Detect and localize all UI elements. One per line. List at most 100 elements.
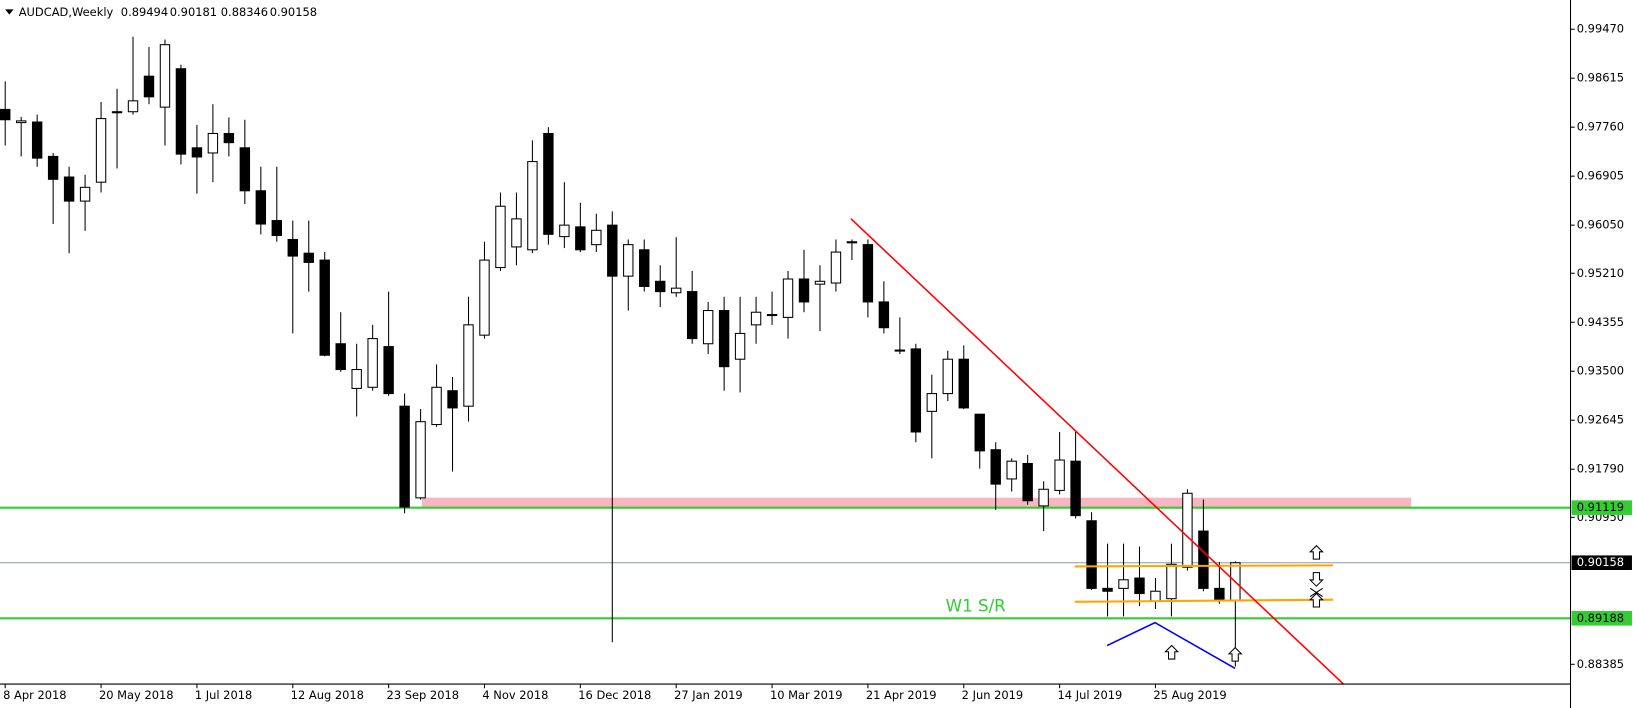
candle-body	[79, 186, 91, 202]
candle-body	[223, 132, 235, 144]
candle-body	[175, 68, 187, 155]
candle-body	[495, 205, 506, 269]
x-tick-label: 8 Apr 2018	[3, 688, 66, 702]
x-tick-label: 21 Apr 2019	[866, 688, 937, 702]
candle-body	[1086, 520, 1097, 589]
candle-body	[1038, 488, 1049, 507]
candle-body	[271, 220, 283, 236]
candle-body	[591, 229, 602, 246]
up-arrow	[1164, 644, 1180, 660]
candle-body	[702, 309, 714, 345]
y-tick-label: 0.96905	[1577, 169, 1624, 183]
candle-body	[1182, 492, 1193, 568]
candle-body	[207, 132, 219, 154]
candle-body	[575, 226, 586, 251]
up-arrow	[1227, 646, 1243, 662]
plot	[0, 497, 1571, 620]
candle-body	[479, 259, 490, 336]
x-tick-label: 27 Jan 2019	[674, 688, 743, 702]
menu-triangle	[5, 9, 14, 15]
cross	[1309, 587, 1323, 598]
candle-body	[910, 348, 922, 433]
candle-body	[335, 343, 346, 371]
level-label: 0.89188	[1577, 611, 1624, 625]
y-tick-label: 0.98615	[1577, 71, 1624, 85]
level-label-box	[1571, 500, 1632, 515]
candle-body	[1102, 587, 1113, 592]
candle-body	[0, 108, 11, 121]
symbol: AUDCAD,Weekly	[19, 5, 114, 19]
candle-body	[623, 244, 634, 277]
y-tick-label: 0.97760	[1577, 120, 1624, 134]
candle-body	[303, 252, 314, 263]
candle-body	[990, 449, 1001, 485]
down-arrow	[1308, 572, 1324, 587]
high-value: 0.90181	[170, 5, 217, 19]
candle-body	[1022, 462, 1033, 502]
x-tick-label: 20 May 2018	[99, 688, 174, 702]
candle-body	[782, 278, 794, 318]
candle-body	[1134, 577, 1145, 595]
drawings	[850, 218, 1345, 685]
candle-body	[926, 393, 938, 412]
zone	[421, 497, 1412, 509]
candle-body	[639, 249, 650, 287]
trend-line	[850, 218, 1345, 685]
candle-body	[750, 311, 762, 326]
x-tick-label: 16 Dec 2018	[578, 688, 651, 702]
x-tick-label: 14 Jul 2019	[1058, 688, 1123, 702]
candle-body	[31, 121, 43, 159]
candle-body	[1118, 579, 1129, 589]
candle-body	[543, 132, 554, 235]
candles	[0, 36, 1241, 667]
candle-body	[351, 369, 362, 389]
x-tick-label: 1 Jul 2018	[195, 688, 252, 702]
y-tick-label: 0.93500	[1577, 364, 1624, 378]
candle-body	[862, 244, 874, 303]
low-value: 0.88346	[221, 5, 268, 19]
candle-body	[686, 291, 698, 340]
y-tick-label: 0.92645	[1577, 413, 1624, 427]
candle-body	[798, 278, 810, 303]
candle-body	[1150, 590, 1161, 602]
up-arrow	[1308, 592, 1324, 608]
candle-body	[383, 346, 394, 395]
x-tick-label: 25 Aug 2019	[1153, 688, 1226, 702]
candle-body	[718, 309, 730, 368]
candle-body	[191, 147, 203, 158]
candle-body	[974, 413, 985, 452]
range-line	[1074, 598, 1334, 603]
price-label-box	[1571, 555, 1632, 570]
candle-body	[239, 147, 251, 192]
y-tick-label: 0.96050	[1577, 218, 1624, 232]
candle-body	[655, 280, 666, 293]
candle-body	[415, 421, 426, 499]
candle-body	[942, 358, 953, 395]
candle-body	[511, 218, 522, 248]
y-tick-label: 0.91790	[1577, 462, 1624, 476]
candle-body	[1166, 563, 1177, 600]
candle-body	[463, 324, 474, 407]
level-label: 0.91119	[1577, 500, 1624, 514]
candle-body	[766, 314, 778, 317]
candle-body	[1006, 460, 1017, 480]
candle-body	[846, 241, 858, 244]
open-value: 0.89494	[121, 5, 168, 19]
x-tick-label: 10 Mar 2019	[770, 688, 843, 702]
x-tick-label: 4 Nov 2018	[482, 688, 548, 702]
candle-body	[431, 386, 442, 426]
candle-body	[15, 120, 27, 124]
y-tick-label: 0.88385	[1577, 657, 1624, 671]
candle-body	[47, 155, 59, 180]
candle-body	[878, 301, 890, 329]
x-tick-label: 12 Aug 2018	[291, 688, 364, 702]
candle-body	[527, 161, 538, 251]
candle-body	[670, 287, 682, 294]
x-tick-label: 23 Sep 2018	[387, 688, 460, 702]
pattern-line	[1106, 621, 1236, 670]
candle-body	[607, 224, 618, 277]
candle-body	[399, 405, 410, 508]
candle-body	[447, 390, 458, 409]
